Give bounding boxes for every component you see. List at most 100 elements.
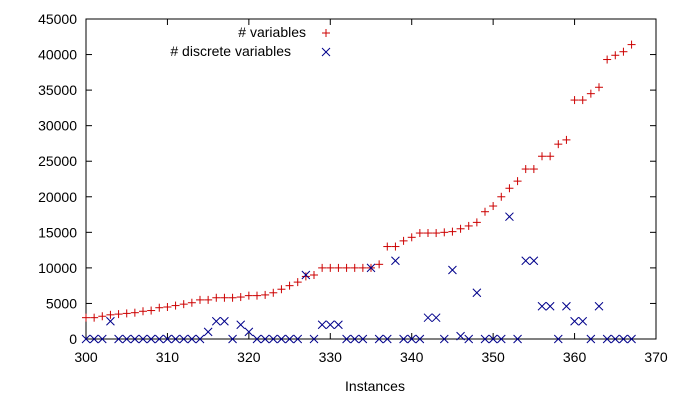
y-tick-label: 15000 (38, 224, 77, 240)
y-tick-label: 30000 (38, 118, 77, 134)
point-discrete-variables (285, 334, 294, 344)
legend: # variables # discrete variables (170, 24, 331, 59)
y-tick-label: 20000 (38, 189, 77, 205)
point-discrete-variables (114, 334, 123, 344)
point-variables (440, 228, 449, 237)
point-variables (228, 293, 237, 302)
point-variables (130, 308, 139, 317)
point-discrete-variables (545, 301, 555, 311)
point-discrete-variables (260, 334, 270, 344)
point-variables (310, 271, 318, 279)
point-discrete-variables (236, 320, 246, 330)
point-discrete-variables (325, 320, 335, 330)
legend-marker-discrete-variables (321, 47, 331, 57)
point-variables (529, 165, 538, 174)
point-variables (147, 306, 156, 315)
point-discrete-variables (594, 301, 604, 311)
point-variables (595, 83, 603, 92)
point-variables (538, 152, 546, 161)
point-discrete-variables (293, 334, 303, 344)
point-discrete-variables (513, 334, 522, 344)
point-variables (285, 281, 294, 290)
y-tick-label: 40000 (38, 47, 77, 63)
point-variables (350, 263, 359, 272)
legend-label-discrete-variables: # discrete variables (170, 43, 291, 59)
point-variables (619, 47, 628, 56)
point-variables (98, 312, 107, 321)
point-discrete-variables (179, 334, 189, 344)
y-tick-label: 35000 (38, 82, 77, 98)
point-variables (489, 202, 498, 211)
y-tick-label: 0 (69, 331, 77, 347)
point-discrete-variables (578, 316, 588, 326)
x-tick-label: 340 (400, 349, 424, 365)
point-discrete-variables (537, 301, 547, 311)
y-tick-label: 10000 (38, 260, 77, 276)
point-discrete-variables (619, 334, 628, 344)
point-discrete-variables (570, 316, 579, 326)
point-variables (82, 313, 90, 322)
point-variables (456, 224, 465, 233)
point-variables (236, 293, 245, 302)
point-discrete-variables (301, 270, 311, 280)
point-variables (301, 272, 310, 281)
point-variables (603, 55, 612, 64)
point-discrete-variables (203, 327, 213, 337)
point-discrete-variables (106, 316, 115, 326)
y-axis-ticks: 0 5000 10000 15000 20000 25000 30000 35000 40000… (38, 11, 656, 347)
point-discrete-variables (122, 334, 132, 344)
point-variables (277, 285, 286, 294)
point-variables (212, 293, 221, 302)
point-discrete-variables (138, 334, 148, 344)
point-discrete-variables (146, 334, 156, 344)
point-discrete-variables (252, 334, 262, 344)
point-variables (122, 309, 131, 318)
legend-marker-symbol (321, 47, 331, 57)
point-discrete-variables (228, 334, 237, 344)
point-variables (627, 40, 636, 49)
point-discrete-variables (456, 331, 465, 341)
point-variables (497, 192, 506, 201)
point-discrete-variables (415, 334, 425, 344)
x-tick-label: 320 (237, 349, 261, 365)
x-axis-ticks: 300 310 320 330 340 350 360 370 (74, 19, 668, 365)
point-discrete-variables (431, 313, 441, 323)
point-variables (139, 307, 147, 316)
point-variables (481, 207, 489, 216)
point-discrete-variables (211, 316, 221, 326)
point-variables (163, 303, 172, 311)
legend-marker-variables (322, 29, 330, 37)
y-tick-label: 45000 (38, 11, 77, 27)
point-discrete-variables (472, 288, 482, 298)
plot-border (85, 18, 657, 340)
point-discrete-variables (480, 334, 490, 344)
point-variables (334, 263, 343, 272)
point-variables (106, 310, 115, 319)
point-variables (204, 295, 213, 304)
point-discrete-variables (130, 334, 140, 344)
x-tick-label: 360 (563, 349, 587, 365)
point-variables (546, 152, 555, 161)
point-variables (472, 218, 481, 227)
point-discrete-variables (382, 334, 392, 344)
point-variables (90, 313, 99, 322)
point-discrete-variables (529, 256, 539, 266)
x-tick-label: 370 (644, 349, 668, 365)
point-variables (391, 242, 400, 251)
legend-marker-symbol (322, 29, 330, 37)
point-discrete-variables (627, 334, 636, 344)
point-discrete-variables (399, 334, 408, 344)
point-variables (155, 303, 164, 312)
point-discrete-variables (602, 334, 612, 344)
point-discrete-variables (171, 334, 180, 344)
point-variables (244, 291, 253, 300)
point-discrete-variables (154, 334, 164, 344)
point-discrete-variables (97, 334, 107, 344)
point-variables (570, 96, 579, 105)
point-discrete-variables (366, 263, 376, 273)
point-discrete-variables (496, 334, 506, 344)
point-variables (342, 263, 351, 272)
point-variables (554, 140, 563, 149)
point-variables (114, 310, 123, 319)
